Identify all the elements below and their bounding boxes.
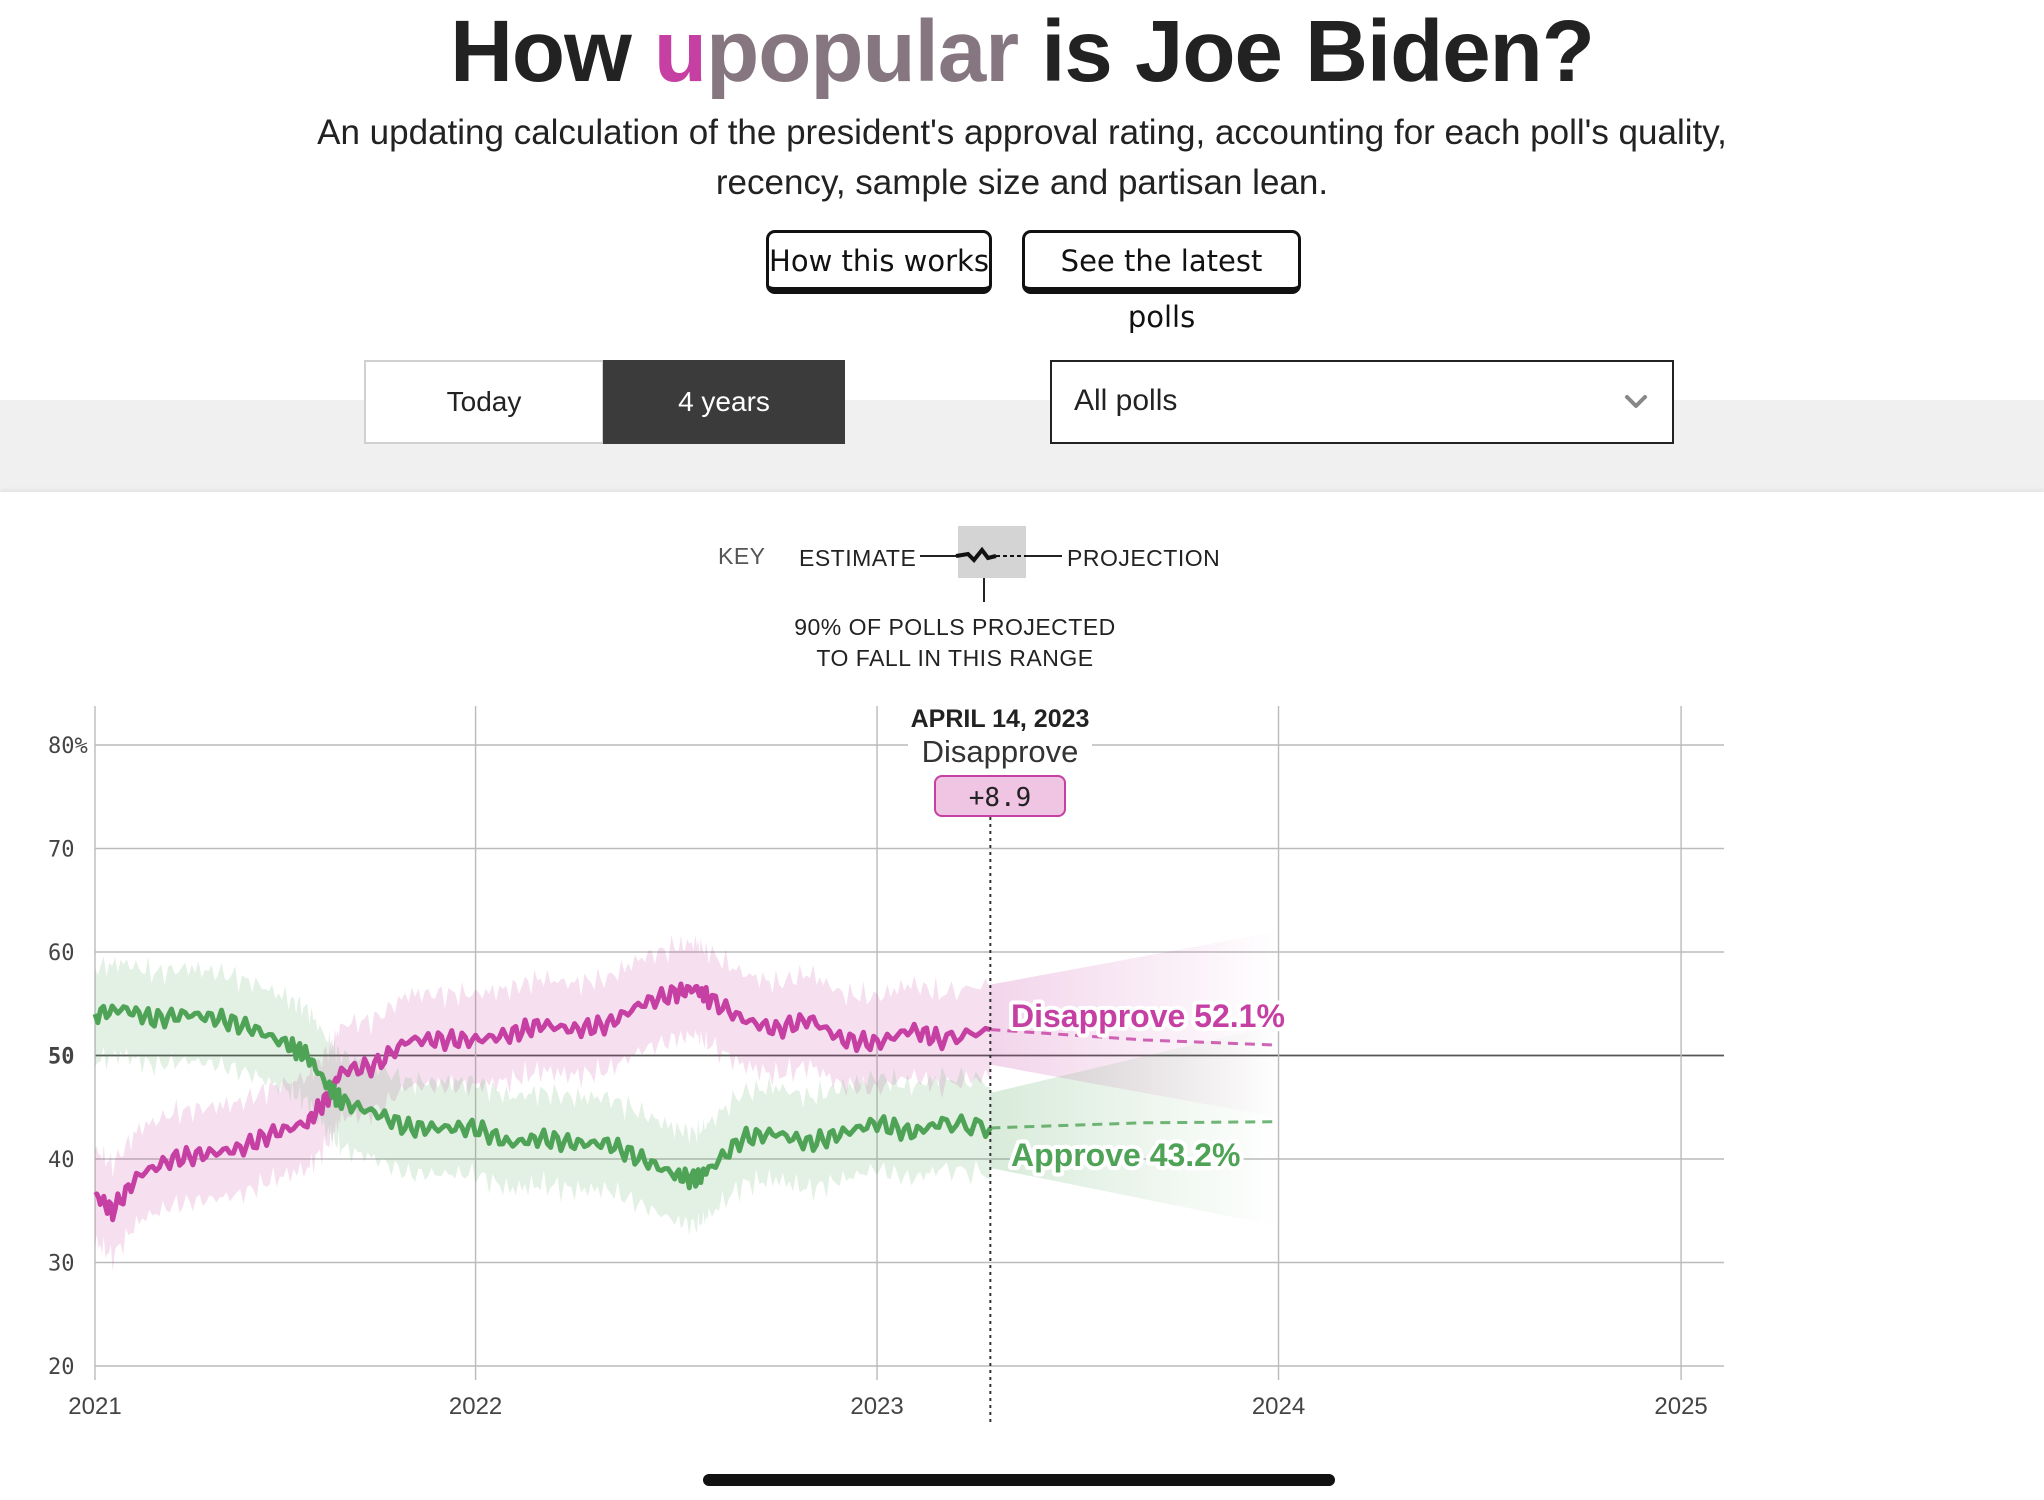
y-tick-label: 50	[48, 1045, 75, 1070]
disapprove-end-label-halo: Disapprove 52.1%	[1011, 998, 1285, 1034]
y-tick-label: 70	[48, 838, 75, 863]
key-range-note: 90% OF POLLS PROJECTED TO FALL IN THIS R…	[794, 614, 1116, 671]
key-label: KEY	[718, 543, 766, 569]
key-projection-label: PROJECTION	[1067, 545, 1221, 571]
y-tick-label: 40	[48, 1148, 75, 1173]
disapprove-end-label: Disapprove 52.1%	[1011, 998, 1285, 1034]
x-tick-label: 2025	[1654, 1393, 1707, 1420]
latest-polls-button[interactable]: See the latest polls	[1022, 230, 1301, 334]
x-tick-label: 2023	[850, 1393, 903, 1420]
title-highlight-rest: popular	[706, 3, 1019, 100]
approve-end-label: Approve 43.2%	[1011, 1137, 1240, 1173]
y-tick-label: 80%	[48, 734, 88, 759]
poll-filter-value: All polls	[1074, 384, 1178, 417]
chevron-down-icon	[1625, 395, 1647, 408]
y-tick-label: 20	[48, 1355, 75, 1380]
approve-projection-line	[990, 1120, 1279, 1130]
hover-label-bg	[908, 737, 1092, 771]
page-title: How upopular is Joe Biden?	[450, 3, 1595, 100]
title-highlight-u: u	[653, 3, 707, 100]
how-this-works-button[interactable]: How this works	[766, 230, 992, 294]
x-tick-label: 2022	[449, 1393, 502, 1420]
controls-band	[0, 400, 2044, 492]
range-4-years-button[interactable]: 4 years	[603, 360, 845, 444]
key-estimate-label: ESTIMATE	[799, 545, 917, 571]
disapprove-line	[93, 981, 991, 1223]
x-tick-label: 2024	[1252, 1393, 1305, 1420]
hover-margin-badge	[934, 775, 1066, 817]
hover-date-label: APRIL 14, 2023	[911, 705, 1090, 733]
key-legend-glyph	[920, 526, 1062, 602]
approve-projection-cone	[990, 1024, 1279, 1227]
range-today-button[interactable]: Today	[364, 360, 604, 444]
page-subtitle: An updating calculation of the president…	[317, 113, 1727, 202]
approve-line	[92, 1003, 993, 1191]
home-indicator	[703, 1474, 1335, 1486]
x-tick-label: 2021	[68, 1393, 121, 1420]
hover-series-label: Disapprove	[922, 734, 1079, 769]
approve-end-label-halo: Approve 43.2%	[1011, 1137, 1240, 1173]
poll-filter-select[interactable]: All polls	[1050, 360, 1674, 444]
disapprove-projection-line	[990, 1028, 1279, 1047]
approve-range-band	[95, 956, 991, 1236]
y-tick-label: 30	[48, 1252, 75, 1277]
hover-margin-value: +8.9	[969, 783, 1032, 813]
y-tick-label: 60	[48, 941, 75, 966]
